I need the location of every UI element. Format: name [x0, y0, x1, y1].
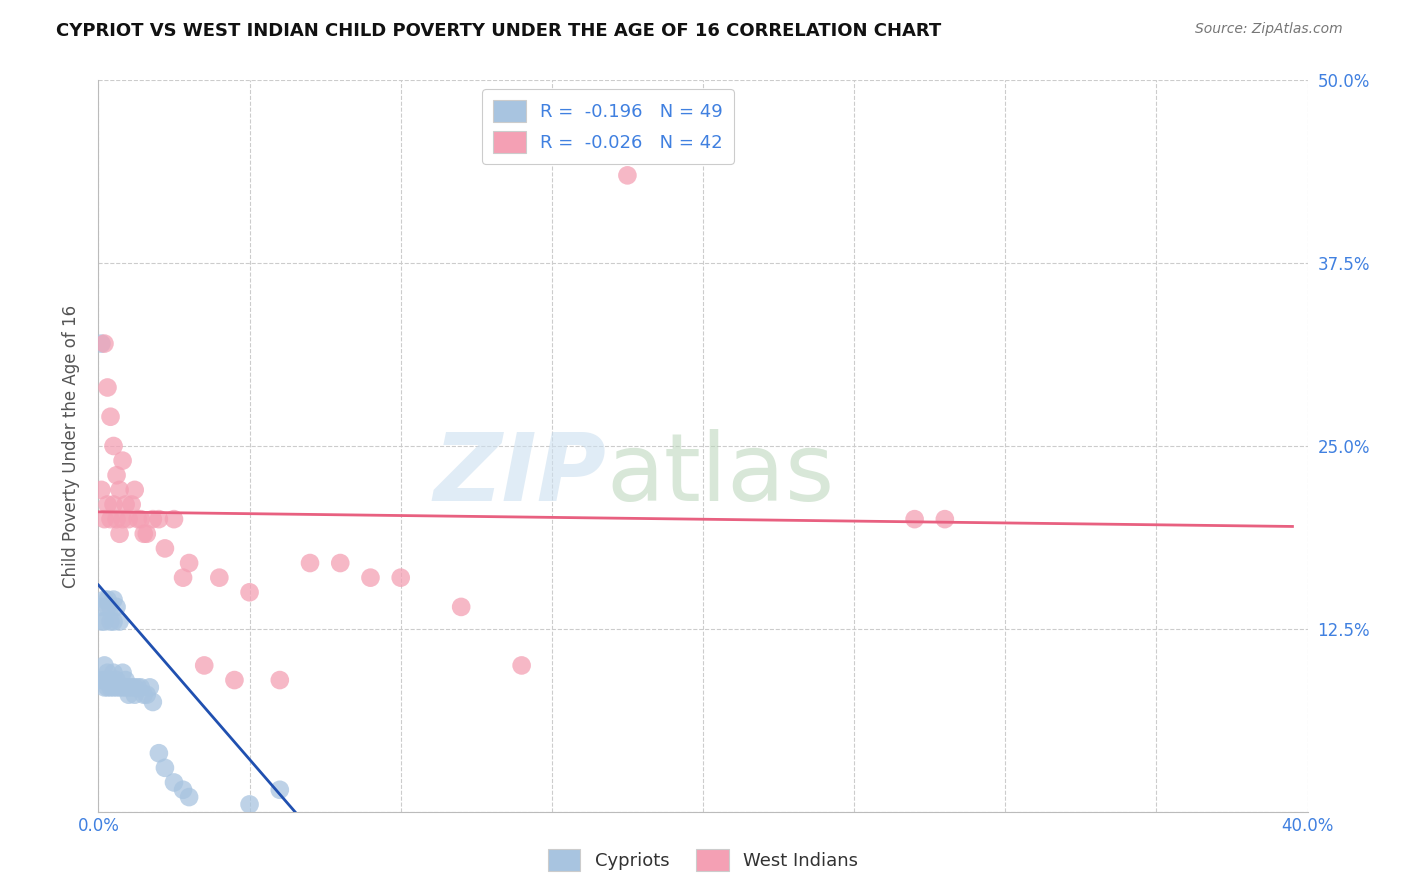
- Point: [269, 673, 291, 687]
- Point: [142, 695, 165, 709]
- Point: [616, 169, 638, 183]
- Point: [172, 782, 194, 797]
- Point: [148, 512, 170, 526]
- Point: [108, 681, 131, 695]
- Point: [179, 790, 201, 805]
- Point: [103, 665, 125, 680]
- Point: [105, 681, 128, 695]
- Point: [111, 453, 134, 467]
- Point: [100, 599, 122, 614]
- Point: [269, 782, 291, 797]
- Point: [118, 512, 141, 526]
- Point: [93, 512, 115, 526]
- Point: [129, 681, 152, 695]
- Point: [389, 571, 412, 585]
- Point: [100, 615, 122, 629]
- Point: [114, 681, 136, 695]
- Point: [96, 599, 118, 614]
- Point: [329, 556, 352, 570]
- Point: [105, 512, 128, 526]
- Point: [103, 498, 125, 512]
- Point: [132, 526, 155, 541]
- Point: [103, 681, 125, 695]
- Text: atlas: atlas: [606, 429, 835, 521]
- Point: [179, 556, 201, 570]
- Point: [90, 615, 112, 629]
- Point: [103, 439, 125, 453]
- Point: [93, 673, 115, 687]
- Point: [100, 512, 122, 526]
- Point: [124, 483, 146, 497]
- Point: [239, 585, 262, 599]
- Point: [904, 512, 927, 526]
- Point: [118, 681, 141, 695]
- Point: [139, 681, 162, 695]
- Point: [93, 615, 115, 629]
- Legend: R =  -0.196   N = 49, R =  -0.026   N = 42: R = -0.196 N = 49, R = -0.026 N = 42: [482, 89, 734, 164]
- Point: [100, 681, 122, 695]
- Point: [510, 658, 533, 673]
- Point: [224, 673, 246, 687]
- Point: [96, 673, 118, 687]
- Point: [121, 681, 143, 695]
- Point: [193, 658, 215, 673]
- Point: [96, 498, 118, 512]
- Point: [111, 512, 134, 526]
- Point: [103, 592, 125, 607]
- Point: [108, 483, 131, 497]
- Point: [135, 688, 157, 702]
- Point: [360, 571, 382, 585]
- Point: [114, 498, 136, 512]
- Point: [111, 665, 134, 680]
- Point: [108, 526, 131, 541]
- Point: [103, 615, 125, 629]
- Point: [108, 615, 131, 629]
- Point: [96, 681, 118, 695]
- Point: [90, 483, 112, 497]
- Point: [90, 673, 112, 687]
- Point: [132, 688, 155, 702]
- Point: [124, 681, 146, 695]
- Point: [172, 571, 194, 585]
- Point: [121, 498, 143, 512]
- Point: [93, 592, 115, 607]
- Point: [100, 673, 122, 687]
- Point: [148, 746, 170, 760]
- Text: Source: ZipAtlas.com: Source: ZipAtlas.com: [1195, 22, 1343, 37]
- Point: [934, 512, 956, 526]
- Point: [93, 658, 115, 673]
- Point: [111, 681, 134, 695]
- Point: [105, 599, 128, 614]
- Text: CYPRIOT VS WEST INDIAN CHILD POVERTY UNDER THE AGE OF 16 CORRELATION CHART: CYPRIOT VS WEST INDIAN CHILD POVERTY UND…: [56, 22, 942, 40]
- Point: [90, 336, 112, 351]
- Y-axis label: Child Poverty Under the Age of 16: Child Poverty Under the Age of 16: [62, 304, 80, 588]
- Point: [450, 599, 472, 614]
- Point: [93, 336, 115, 351]
- Point: [118, 688, 141, 702]
- Text: ZIP: ZIP: [433, 429, 606, 521]
- Point: [142, 512, 165, 526]
- Point: [153, 541, 176, 556]
- Point: [105, 468, 128, 483]
- Point: [93, 681, 115, 695]
- Point: [127, 681, 149, 695]
- Point: [163, 512, 186, 526]
- Point: [208, 571, 231, 585]
- Point: [96, 665, 118, 680]
- Point: [96, 592, 118, 607]
- Point: [239, 797, 262, 812]
- Point: [135, 526, 157, 541]
- Point: [299, 556, 322, 570]
- Point: [96, 380, 118, 394]
- Point: [163, 775, 186, 789]
- Point: [100, 409, 122, 424]
- Point: [124, 688, 146, 702]
- Point: [129, 512, 152, 526]
- Point: [105, 673, 128, 687]
- Legend: Cypriots, West Indians: Cypriots, West Indians: [540, 842, 866, 879]
- Point: [153, 761, 176, 775]
- Point: [114, 673, 136, 687]
- Point: [90, 599, 112, 614]
- Point: [127, 512, 149, 526]
